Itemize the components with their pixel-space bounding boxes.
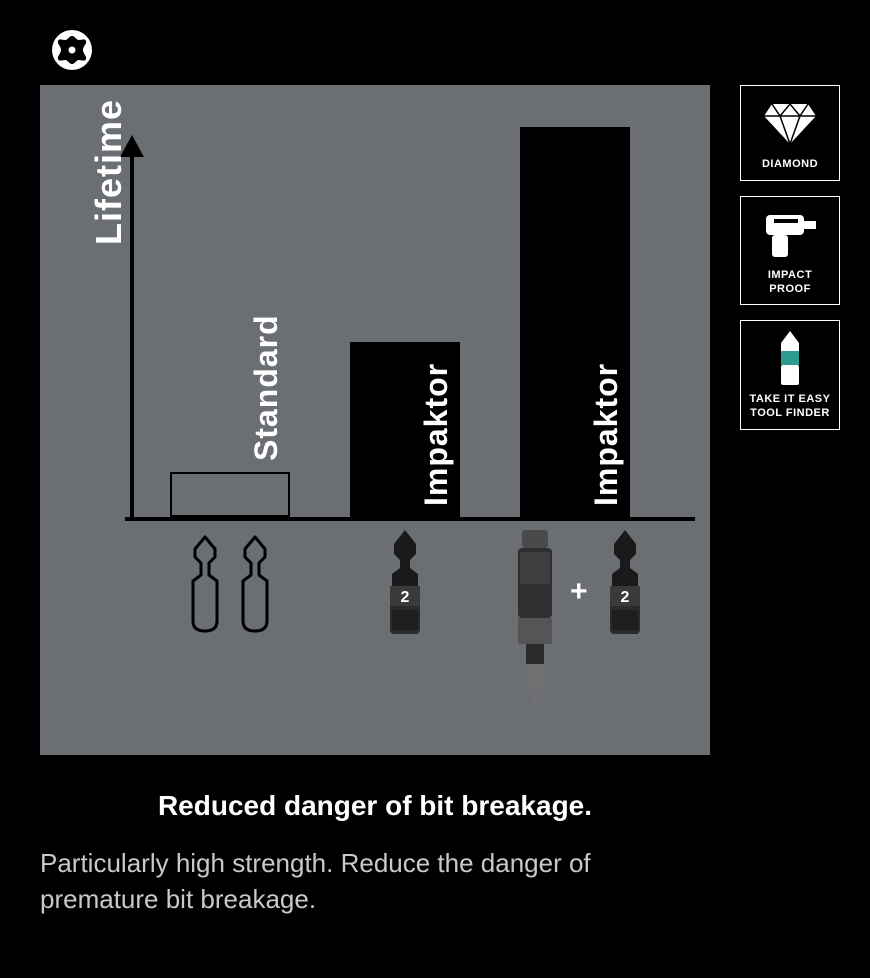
lifetime-bar-chart: Lifetime Standard Impaktor Impaktor xyxy=(40,85,710,755)
bar-label-standard: Standard xyxy=(248,314,285,461)
caption-heading: Reduced danger of bit breakage. xyxy=(40,790,710,822)
y-axis xyxy=(130,145,134,520)
impaktor-bit-2: 2 xyxy=(602,530,648,655)
impaktor-holder xyxy=(510,530,560,725)
badge-label: IMPACT PROOF xyxy=(741,269,839,297)
caption: Reduced danger of bit breakage. xyxy=(40,790,710,822)
drill-icon xyxy=(741,207,839,263)
bar-standard xyxy=(170,472,290,517)
main-row: Lifetime Standard Impaktor Impaktor xyxy=(40,85,840,755)
caption-body: Particularly high strength. Reduce the d… xyxy=(40,845,710,918)
svg-text:2: 2 xyxy=(621,589,630,606)
badge-impact-proof: IMPACT PROOF xyxy=(740,196,840,306)
badge-label: DIAMOND xyxy=(741,158,839,172)
bar-label-impaktor-2: Impaktor xyxy=(588,363,625,506)
bar-label-impaktor-1: Impaktor xyxy=(418,363,455,506)
standard-bit-outline-2 xyxy=(235,535,275,640)
plus-icon: + xyxy=(570,575,588,609)
impaktor-bit-1: 2 xyxy=(382,530,428,655)
diamond-icon xyxy=(741,96,839,152)
x-axis xyxy=(125,517,695,521)
feature-badges: DIAMOND IMPACT PROOF TAKE xyxy=(740,85,840,430)
svg-text:2: 2 xyxy=(401,589,410,606)
torx-icon xyxy=(50,28,94,72)
y-axis-label: Lifetime xyxy=(88,99,130,245)
bit-finder-icon xyxy=(741,331,839,387)
badge-label: TAKE IT EASY TOOL FINDER xyxy=(741,393,839,421)
badge-diamond: DIAMOND xyxy=(740,85,840,181)
badge-tool-finder: TAKE IT EASY TOOL FINDER xyxy=(740,320,840,430)
standard-bit-outline-1 xyxy=(185,535,225,640)
